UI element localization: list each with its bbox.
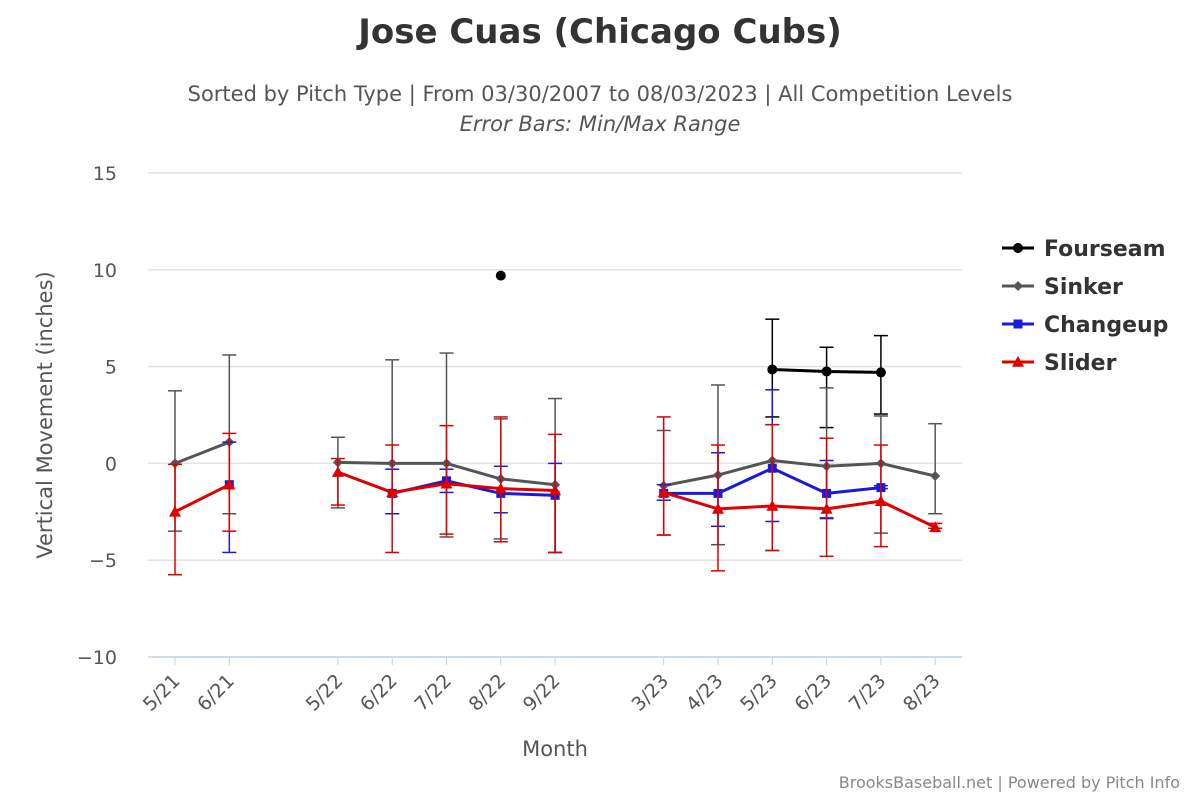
x-tick-label: 5/23 (736, 670, 782, 716)
point-marker (1013, 319, 1023, 329)
point-marker (820, 502, 833, 514)
x-tick-label: 8/23 (899, 670, 945, 716)
credits-text[interactable]: BrooksBaseball.net | Powered by Pitch In… (838, 773, 1180, 792)
x-tick-label: 7/22 (410, 670, 456, 716)
point-marker (930, 470, 941, 481)
x-tick-label: 7/23 (845, 670, 891, 716)
y-tick-label: 5 (105, 357, 117, 379)
point-marker (767, 364, 778, 375)
y-tick-label: −10 (77, 647, 117, 669)
legend-label: Slider (1044, 351, 1117, 376)
series-layer (168, 270, 943, 576)
legend-item-changeup[interactable]: Changeup (1002, 313, 1168, 338)
x-tick-label: 6/23 (790, 670, 836, 716)
chart-subtitle-error-bars: Error Bars: Min/Max Range (459, 112, 741, 136)
legend-item-slider[interactable]: Slider (1002, 351, 1117, 376)
point-marker (549, 484, 562, 496)
point-marker (495, 270, 506, 281)
series-line (174, 483, 230, 514)
y-axis-ticks: 15 10 5 0 −5 −10 (77, 163, 117, 669)
series-line (663, 458, 936, 488)
y-tick-label: 0 (105, 453, 117, 475)
x-tick-label: 6/22 (356, 670, 402, 716)
x-axis-label: Month (522, 737, 588, 761)
x-tick-label: 4/23 (682, 670, 728, 716)
point-marker (1012, 356, 1024, 367)
point-marker (929, 521, 942, 533)
y-tick-label: 10 (93, 260, 117, 282)
x-tick-label: 6/21 (193, 670, 239, 716)
point-marker (712, 502, 724, 514)
series-line (663, 491, 936, 529)
point-marker (874, 495, 887, 506)
x-tick-label: 5/22 (302, 670, 348, 716)
point-marker (170, 458, 180, 469)
x-tick-label: 3/23 (628, 670, 674, 716)
legend: Fourseam Sinker Changeup Slider (1002, 237, 1168, 376)
legend-label: Fourseam (1044, 237, 1166, 262)
point-marker (223, 478, 236, 490)
x-tick-label: 8/22 (465, 670, 511, 716)
point-marker (331, 466, 344, 477)
x-tick-label: 9/22 (519, 670, 565, 716)
legend-label: Changeup (1044, 313, 1168, 338)
legend-item-sinker[interactable]: Sinker (1002, 275, 1123, 300)
chart-title: Jose Cuas (Chicago Cubs) (358, 12, 842, 52)
point-marker (494, 482, 507, 494)
series-slider (168, 416, 943, 576)
chart-subtitle: Sorted by Pitch Type | From 03/30/2007 t… (187, 82, 1013, 106)
y-tick-label: 15 (93, 163, 117, 185)
point-marker (440, 477, 453, 489)
y-axis-label: Vertical Movement (inches) (33, 271, 57, 558)
point-marker (386, 486, 399, 498)
point-marker (1013, 243, 1023, 253)
legend-label: Sinker (1044, 275, 1123, 300)
x-axis-ticks: 5/21 6/21 5/22 6/22 7/22 8/22 9/22 3/23 4/23 5/23… (139, 657, 945, 716)
series-line (174, 440, 230, 465)
point-marker (875, 367, 886, 378)
legend-item-fourseam[interactable]: Fourseam (1002, 237, 1166, 262)
point-marker (169, 505, 181, 517)
point-marker (1013, 281, 1023, 291)
point-marker (821, 366, 832, 377)
point-marker (766, 499, 779, 511)
x-tick-label: 5/21 (139, 670, 185, 716)
y-tick-label: −5 (89, 550, 117, 572)
point-marker (657, 486, 670, 498)
